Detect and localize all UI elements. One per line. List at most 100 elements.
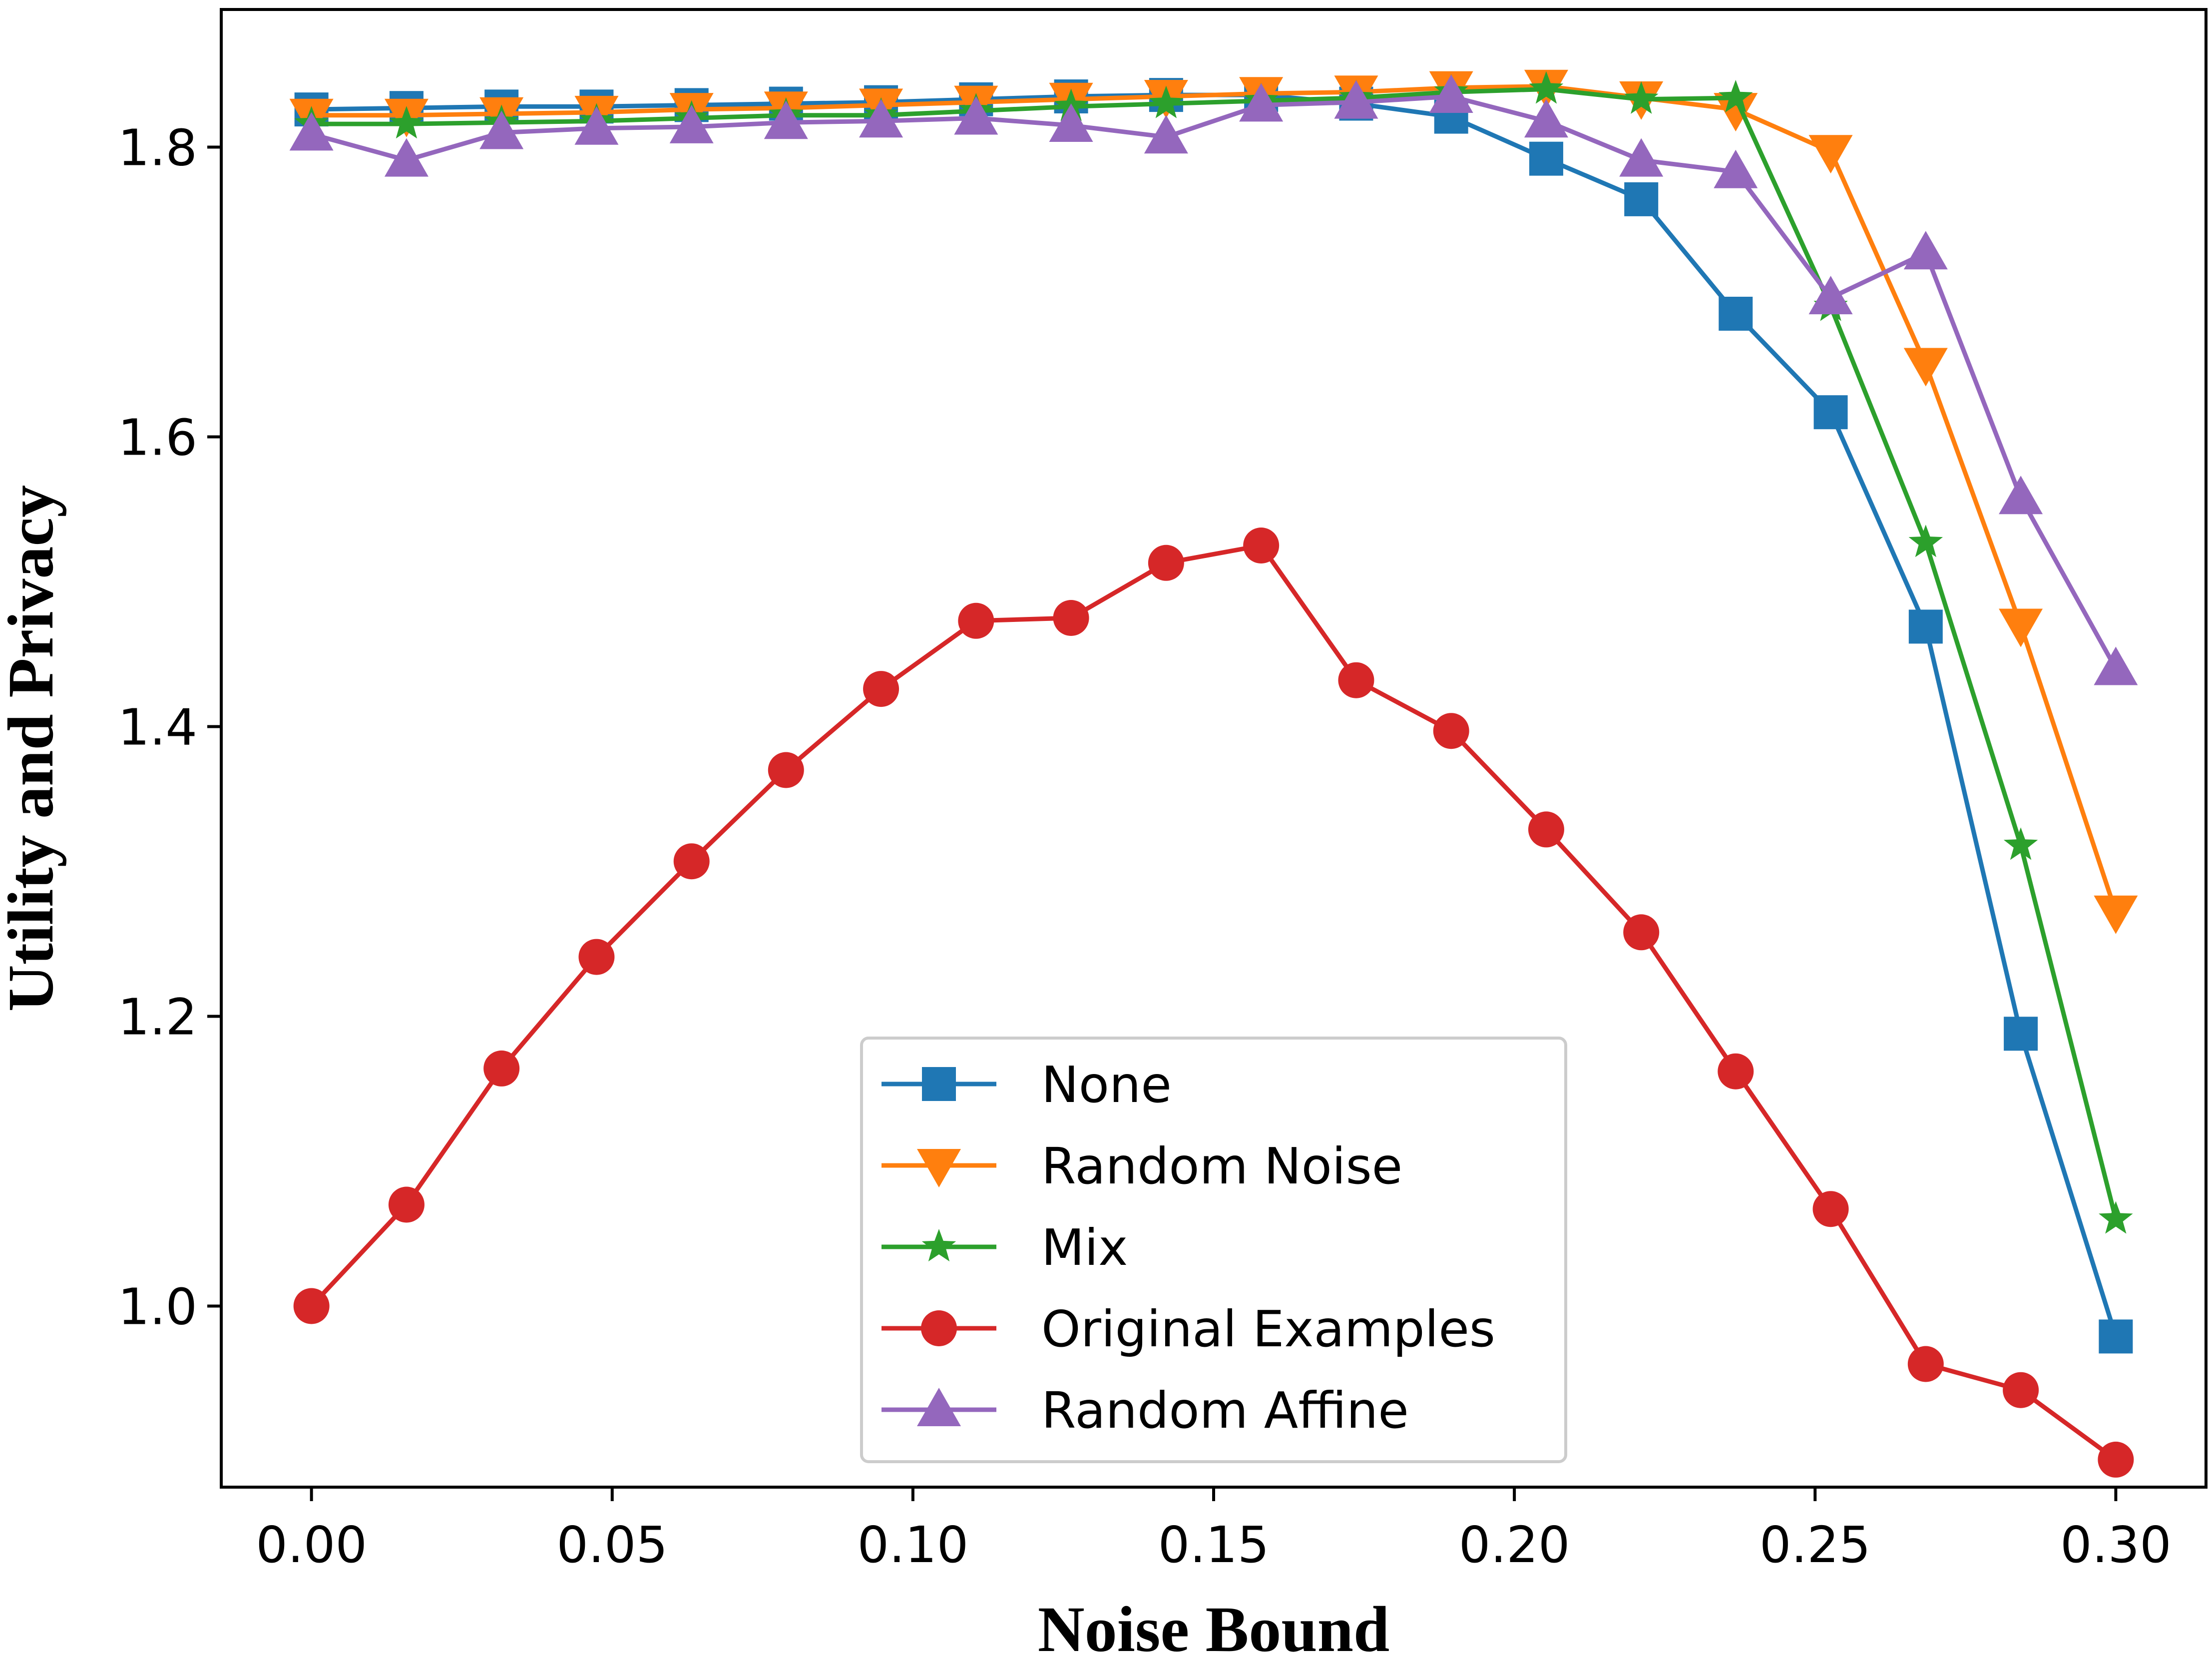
series-line-mix [311, 87, 2118, 1220]
data-point-none [2004, 1017, 2038, 1051]
data-point-original-examples [1718, 1053, 1754, 1090]
data-point-random-affine [479, 110, 524, 149]
data-point-random-affine [859, 99, 903, 138]
series-line-original-examples [310, 543, 2118, 1462]
data-point-original-examples [673, 843, 710, 880]
x-tick-label: 0.05 [556, 1516, 668, 1574]
legend-item-random-noise: Random Noise [882, 1137, 1402, 1195]
data-point-original-examples [1528, 811, 1564, 848]
data-point-original-examples [768, 752, 804, 788]
legend: None Random Noise Mix Original Examples Rand… [860, 1037, 1567, 1463]
data-point-mix [1529, 71, 1564, 104]
x-tick-label: 0.00 [256, 1516, 367, 1574]
data-point-random-affine [574, 106, 619, 145]
data-point-none [1908, 609, 1943, 644]
data-point-random-affine [1524, 99, 1568, 138]
y-axis-ticks: 1.0 1.2 1.4 1.6 1.8 [118, 119, 221, 1336]
y-tick-label: 1.0 [118, 1278, 197, 1336]
legend-label: None [1041, 1056, 1172, 1114]
data-point-none [2099, 1319, 2133, 1354]
data-point-mix [1719, 79, 1753, 112]
data-point-original-examples [578, 939, 615, 975]
legend-frame [860, 1037, 1567, 1463]
legend-items: None Random Noise Mix Original Examples Rand… [882, 1056, 1495, 1440]
data-point-original-examples [483, 1050, 520, 1087]
y-axis-title: Utility and Privacy [0, 485, 67, 1012]
data-point-original-examples [1623, 914, 1660, 951]
data-point-none [1719, 297, 1753, 331]
data-point-random-affine [764, 100, 808, 139]
x-tick-label: 0.10 [858, 1516, 969, 1574]
data-point-mix [1149, 85, 1184, 118]
data-point-random-noise [1903, 348, 1948, 387]
data-point-none [1624, 182, 1659, 216]
data-point-random-affine [669, 104, 714, 143]
legend-label: Original Examples [1041, 1300, 1495, 1358]
data-point-original-examples [388, 1186, 425, 1223]
legend-marker-random-noise [917, 1149, 961, 1187]
data-point-none [1529, 141, 1563, 176]
y-tick-label: 1.4 [118, 698, 197, 757]
x-axis-title: Noise Bound [1038, 1594, 1389, 1656]
data-point-random-affine [1999, 476, 2043, 515]
data-point-random-affine [2094, 646, 2138, 685]
series-layer [289, 69, 2138, 1478]
data-point-random-affine [1903, 231, 1948, 270]
x-tick-label: 0.25 [1760, 1516, 1871, 1574]
data-point-original-examples [1907, 1346, 1944, 1382]
data-point-original-examples [1338, 662, 1374, 698]
data-point-original-examples [293, 1288, 330, 1324]
data-point-mix [1908, 525, 1943, 557]
data-point-random-affine [1429, 74, 1473, 113]
data-point-original-examples [1053, 600, 1089, 636]
x-axis-ticks: 0.00 0.05 0.10 0.15 0.20 0.25 0.30 [256, 1487, 2172, 1574]
data-point-random-affine [1619, 138, 1664, 177]
data-point-random-noise [1808, 135, 1853, 174]
legend-marker-random-affine [917, 1388, 961, 1426]
data-point-random-affine [1049, 103, 1093, 142]
data-point-random-noise [1999, 608, 2043, 647]
legend-marker-mix [921, 1229, 956, 1262]
x-tick-label: 0.20 [1459, 1516, 1570, 1574]
legend-item-mix: Mix [882, 1218, 1128, 1277]
legend-item-none: None [882, 1056, 1172, 1114]
data-point-random-affine [1714, 149, 1758, 188]
data-point-original-examples [863, 671, 899, 707]
legend-label: Random Noise [1041, 1137, 1402, 1195]
x-tick-label: 0.15 [1158, 1516, 1270, 1574]
legend-item-original-examples: Original Examples [882, 1300, 1495, 1358]
data-point-random-noise [2094, 895, 2138, 934]
series-random-affine [289, 74, 2138, 685]
data-point-mix [2099, 1201, 2133, 1234]
data-point-random-affine [289, 112, 334, 151]
data-point-random-affine [954, 96, 998, 135]
data-point-original-examples [958, 602, 994, 639]
data-point-random-affine [1808, 276, 1853, 315]
data-point-random-affine [1334, 80, 1378, 119]
data-point-mix [389, 106, 424, 139]
legend-item-random-affine: Random Affine [882, 1381, 1409, 1440]
data-point-random-affine [1144, 115, 1188, 154]
legend-label: Random Affine [1041, 1381, 1409, 1440]
data-point-mix [2003, 827, 2038, 860]
data-point-original-examples [1433, 713, 1469, 749]
legend-marker-none [922, 1067, 956, 1101]
data-point-original-examples [1812, 1191, 1849, 1227]
y-tick-label: 1.8 [118, 119, 197, 177]
data-point-original-examples [2098, 1441, 2134, 1478]
y-tick-label: 1.2 [118, 988, 197, 1047]
data-point-none [1813, 395, 1848, 430]
data-point-random-noise [1714, 93, 1758, 132]
x-tick-label: 0.30 [2060, 1516, 2172, 1574]
data-point-random-affine [1239, 83, 1284, 122]
data-point-original-examples [1148, 545, 1184, 581]
series-original-examples [293, 528, 2134, 1478]
legend-marker-original-examples [921, 1310, 957, 1346]
y-tick-label: 1.6 [118, 409, 197, 467]
data-point-original-examples [2003, 1372, 2039, 1408]
data-point-original-examples [1243, 528, 1280, 563]
series-line-random-affine [311, 94, 2118, 670]
data-point-random-affine [384, 138, 429, 177]
data-point-mix [1624, 81, 1659, 114]
